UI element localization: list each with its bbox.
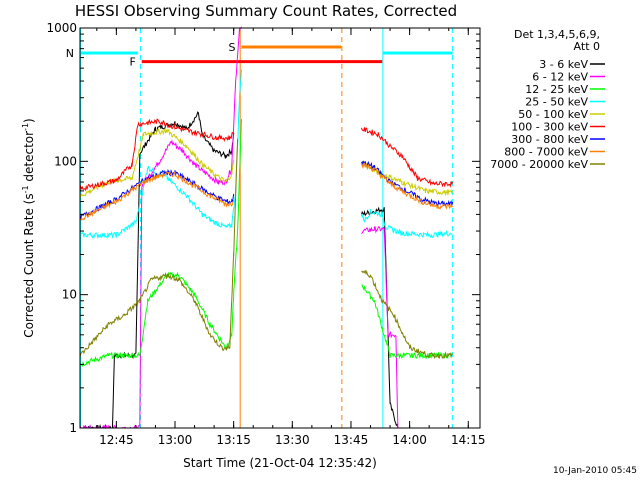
series-line-2-1	[361, 284, 453, 360]
series-line-3-1	[360, 209, 453, 239]
series-line-1-1	[361, 225, 399, 429]
series-line-4-0	[79, 127, 235, 198]
axes-layer: 12:45 13:00 13:15 13:30 13:45 14:00 14:15 1 10 10…	[46, 21, 485, 447]
legend-label-4: 50 - 100 keV	[518, 108, 588, 121]
series-line-2-0	[79, 119, 242, 367]
flag-s-label: S	[229, 41, 236, 54]
series-line-3-0	[79, 69, 242, 240]
series-line-4-1	[361, 160, 454, 197]
x-tick-label-4: 13:45	[334, 433, 369, 447]
y-axis-label: Corrected Count Rate (s-1 detector-1)	[21, 118, 36, 337]
y-tick-label-2: 100	[54, 154, 77, 168]
footer-timestamp: 10-Jan-2010 05:45	[553, 466, 637, 476]
series-layer	[79, 26, 454, 430]
x-tick-label-1: 13:00	[158, 433, 193, 447]
series-line-8-1	[361, 269, 453, 359]
legend-header-line2: Att 0	[574, 40, 600, 53]
series-line-5-1	[360, 126, 454, 188]
flag-n-label: N	[66, 47, 74, 60]
plot-frame	[79, 27, 481, 429]
x-tick-label-3: 13:30	[275, 433, 310, 447]
series-line-7-1	[360, 162, 453, 210]
series-line-5-0	[79, 118, 235, 192]
y-tick-label-0: 1	[69, 421, 77, 435]
series-line-7-0	[79, 170, 235, 221]
x-axis-label: Start Time (21-Oct-04 12:35:42)	[183, 456, 377, 470]
x-tick-label-0: 12:45	[99, 433, 134, 447]
legend-label-7: 800 - 7000 keV	[504, 146, 588, 159]
x-tick-label-6: 14:15	[451, 433, 486, 447]
legend-label-1: 6 - 12 keV	[532, 71, 588, 84]
legend-label-6: 300 - 800 keV	[511, 133, 588, 146]
chart-title: HESSI Observing Summary Count Rates, Cor…	[75, 2, 457, 20]
legend-header-line1: Det 1,3,4,5,6,9,	[514, 28, 600, 41]
series-line-0-1	[360, 206, 399, 428]
y-axis-label-sup2: -1	[21, 123, 30, 131]
legend-label-2: 12 - 25 keV	[525, 83, 588, 96]
y-tick-label-1: 10	[62, 288, 77, 302]
series-line-8-0	[79, 138, 239, 358]
legend-label-5: 100 - 300 keV	[511, 121, 588, 134]
x-tick-label-2: 13:15	[216, 433, 251, 447]
series-line-1-0	[79, 26, 242, 430]
y-tick-label-3: 1000	[46, 21, 77, 35]
legend-label-0: 3 - 6 keV	[539, 58, 588, 71]
flags-layer: N F S	[66, 41, 453, 69]
y-axis-label-sup1: -1	[21, 185, 30, 193]
x-tick-label-5: 14:00	[392, 433, 427, 447]
legend-label-8: 7000 - 20000 keV	[490, 158, 588, 171]
legend-label-3: 25 - 50 keV	[525, 96, 588, 109]
flag-f-label: F	[129, 56, 135, 69]
series-line-0-0	[79, 111, 235, 429]
